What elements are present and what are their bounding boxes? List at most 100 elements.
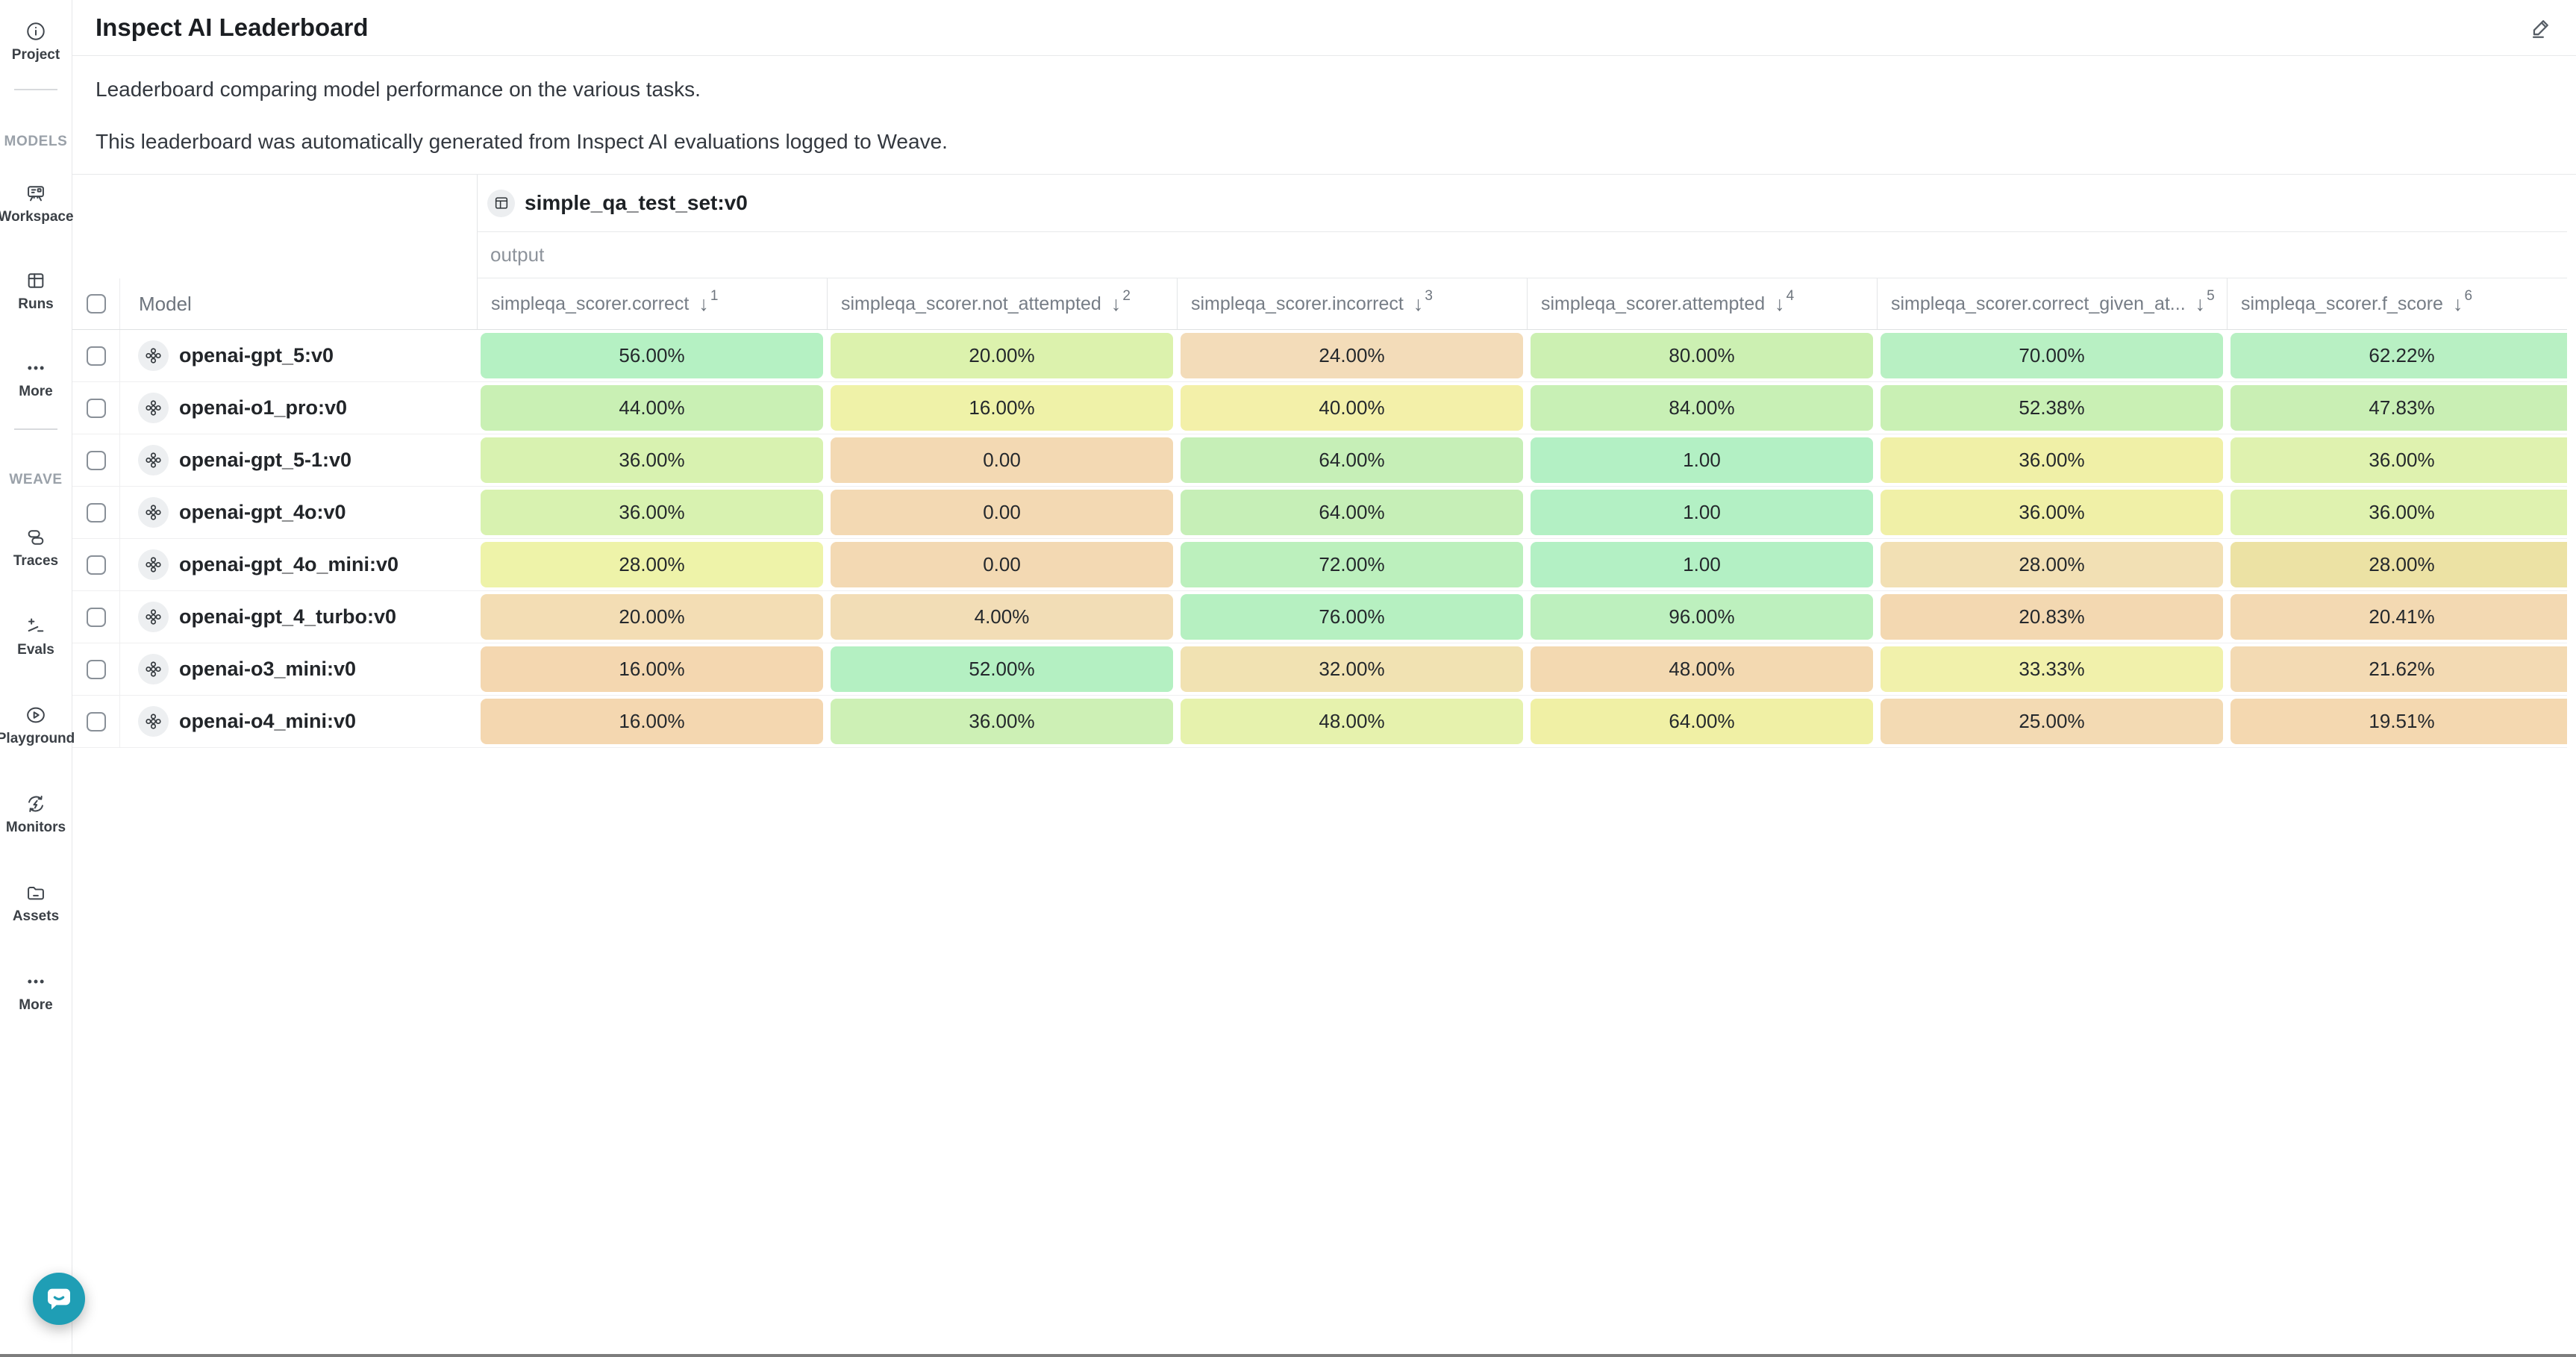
model-name: openai-o4_mini:v0 xyxy=(179,710,357,732)
sidebar-item-evals[interactable]: Evals xyxy=(17,616,54,658)
info-icon xyxy=(25,21,46,42)
score-cell: 16.00% xyxy=(827,382,1177,434)
score-pill: 36.00% xyxy=(1881,490,2223,535)
column-header-3[interactable]: simpleqa_scorer.incorrect ↓ 3 xyxy=(1177,278,1527,329)
score-pill: 36.00% xyxy=(481,437,823,483)
score-cell: 52.38% xyxy=(1877,382,2227,434)
score-pill: 44.00% xyxy=(481,385,823,431)
row-checkbox[interactable] xyxy=(86,555,106,575)
model-link[interactable]: openai-o4_mini:v0 xyxy=(119,696,477,747)
column-header-2[interactable]: simpleqa_scorer.not_attempted ↓ 2 xyxy=(827,278,1177,329)
model-link[interactable]: openai-gpt_4o:v0 xyxy=(119,487,477,538)
model-link[interactable]: openai-gpt_5-1:v0 xyxy=(119,434,477,486)
score-pill: 1.00 xyxy=(1531,490,1873,535)
score-pill: 1.00 xyxy=(1531,437,1873,483)
score-pill: 28.00% xyxy=(2230,542,2573,587)
sidebar-item-models-more[interactable]: More xyxy=(19,358,53,400)
row-checkbox-cell xyxy=(72,591,119,643)
score-cell: 36.00% xyxy=(1877,487,2227,538)
row-checkbox[interactable] xyxy=(86,607,106,627)
chat-bubble-icon xyxy=(44,1284,74,1314)
score-cell: 1.00 xyxy=(1527,487,1877,538)
score-pill: 52.00% xyxy=(831,646,1173,692)
row-checkbox-cell xyxy=(72,330,119,381)
column-header-row: Model simpleqa_scorer.correct ↓ 1 simpleqa_… xyxy=(72,278,2576,330)
sidebar-item-runs[interactable]: Runs xyxy=(18,270,54,313)
score-pill: 40.00% xyxy=(1181,385,1523,431)
sort-rank-badge: 4 xyxy=(1786,288,1795,304)
score-pill: 47.83% xyxy=(2230,385,2573,431)
score-cell: 72.00% xyxy=(1177,539,1527,590)
sidebar-item-weave-more[interactable]: More xyxy=(19,971,53,1014)
row-checkbox[interactable] xyxy=(86,659,106,679)
score-pill: 64.00% xyxy=(1531,699,1873,744)
sidebar-divider xyxy=(14,428,57,430)
score-pill: 16.00% xyxy=(481,646,823,692)
sidebar-item-workspace[interactable]: Workspace xyxy=(0,183,74,225)
score-pill: 0.00 xyxy=(831,542,1173,587)
column-header-4[interactable]: simpleqa_scorer.attempted ↓ 4 xyxy=(1527,278,1877,329)
model-name: openai-gpt_5-1:v0 xyxy=(179,449,352,471)
model-link[interactable]: openai-gpt_5:v0 xyxy=(119,330,477,381)
model-link[interactable]: openai-gpt_4_turbo:v0 xyxy=(119,591,477,643)
select-all-cell xyxy=(72,278,119,329)
score-cell: 64.00% xyxy=(1177,434,1527,486)
score-cell: 0.00 xyxy=(827,487,1177,538)
model-icon xyxy=(138,654,169,684)
score-pill: 4.00% xyxy=(831,594,1173,640)
column-header-6[interactable]: simpleqa_scorer.f_score ↓ 6 xyxy=(2227,278,2576,329)
row-checkbox[interactable] xyxy=(86,711,106,731)
sidebar-item-assets[interactable]: Assets xyxy=(13,882,59,925)
model-icon xyxy=(138,602,169,632)
sort-descending-icon: ↓ xyxy=(2452,292,2463,315)
edit-leaderboard-button[interactable] xyxy=(2525,12,2557,43)
sidebar-item-playground[interactable]: Playground xyxy=(0,705,75,747)
sort-rank-badge: 3 xyxy=(1425,288,1433,304)
row-checkbox[interactable] xyxy=(86,450,106,470)
intercom-chat-button[interactable] xyxy=(33,1273,85,1325)
score-cell: 21.62% xyxy=(2227,643,2576,695)
sidebar-item-label: More xyxy=(19,997,53,1013)
table-row: openai-o3_mini:v0 16.00% 52.00% 32.00% 48.00… xyxy=(72,643,2576,696)
leaderboard-table: simple_qa_test_set:v0 output Model simpl… xyxy=(72,174,2576,748)
workspace-icon xyxy=(25,183,46,204)
sidebar-item-label: Workspace xyxy=(0,209,74,225)
select-all-checkbox[interactable] xyxy=(86,294,106,313)
sidebar-item-label: Monitors xyxy=(5,820,66,835)
column-header-label: simpleqa_scorer.correct_given_at... xyxy=(1891,293,2186,314)
row-checkbox-cell xyxy=(72,643,119,695)
traces-icon xyxy=(25,527,46,548)
score-pill: 80.00% xyxy=(1531,333,1873,378)
table-row: openai-gpt_5:v0 56.00% 20.00% 24.00% 80.00% 7… xyxy=(72,330,2576,382)
pencil-icon xyxy=(2528,15,2554,40)
score-pill: 62.22% xyxy=(2230,333,2573,378)
sidebar-item-monitors[interactable]: Monitors xyxy=(6,793,66,836)
runs-icon xyxy=(25,270,46,291)
score-cell: 33.33% xyxy=(1877,643,2227,695)
score-cell: 36.00% xyxy=(477,434,827,486)
model-name: openai-gpt_4_turbo:v0 xyxy=(179,605,397,628)
row-checkbox[interactable] xyxy=(86,346,106,366)
model-link[interactable]: openai-gpt_4o_mini:v0 xyxy=(119,539,477,590)
dataset-header[interactable]: simple_qa_test_set:v0 xyxy=(477,175,2576,232)
scrollbar-gutter[interactable] xyxy=(2567,176,2576,1357)
score-cell: 16.00% xyxy=(477,643,827,695)
main-content: Inspect AI Leaderboard Leaderboard compa… xyxy=(72,0,2576,1357)
score-pill: 1.00 xyxy=(1531,542,1873,587)
model-link[interactable]: openai-o1_pro:v0 xyxy=(119,382,477,434)
column-header-5[interactable]: simpleqa_scorer.correct_given_at... ↓ 5 xyxy=(1877,278,2227,329)
model-link[interactable]: openai-o3_mini:v0 xyxy=(119,643,477,695)
table-row: openai-gpt_4o:v0 36.00% 0.00 64.00% 1.00 36.0… xyxy=(72,487,2576,539)
score-pill: 56.00% xyxy=(481,333,823,378)
row-checkbox[interactable] xyxy=(86,502,106,522)
sidebar: Project MODELS Workspace Runs More WEAVE Trace… xyxy=(0,0,75,1357)
row-checkbox[interactable] xyxy=(86,398,106,418)
score-cell: 36.00% xyxy=(2227,434,2576,486)
score-cell: 64.00% xyxy=(1177,487,1527,538)
model-icon xyxy=(138,706,169,737)
column-header-1[interactable]: simpleqa_scorer.correct ↓ 1 xyxy=(477,278,827,329)
score-cell: 20.00% xyxy=(827,330,1177,381)
sidebar-item-project[interactable]: Project xyxy=(12,21,60,63)
sidebar-item-traces[interactable]: Traces xyxy=(13,527,58,570)
